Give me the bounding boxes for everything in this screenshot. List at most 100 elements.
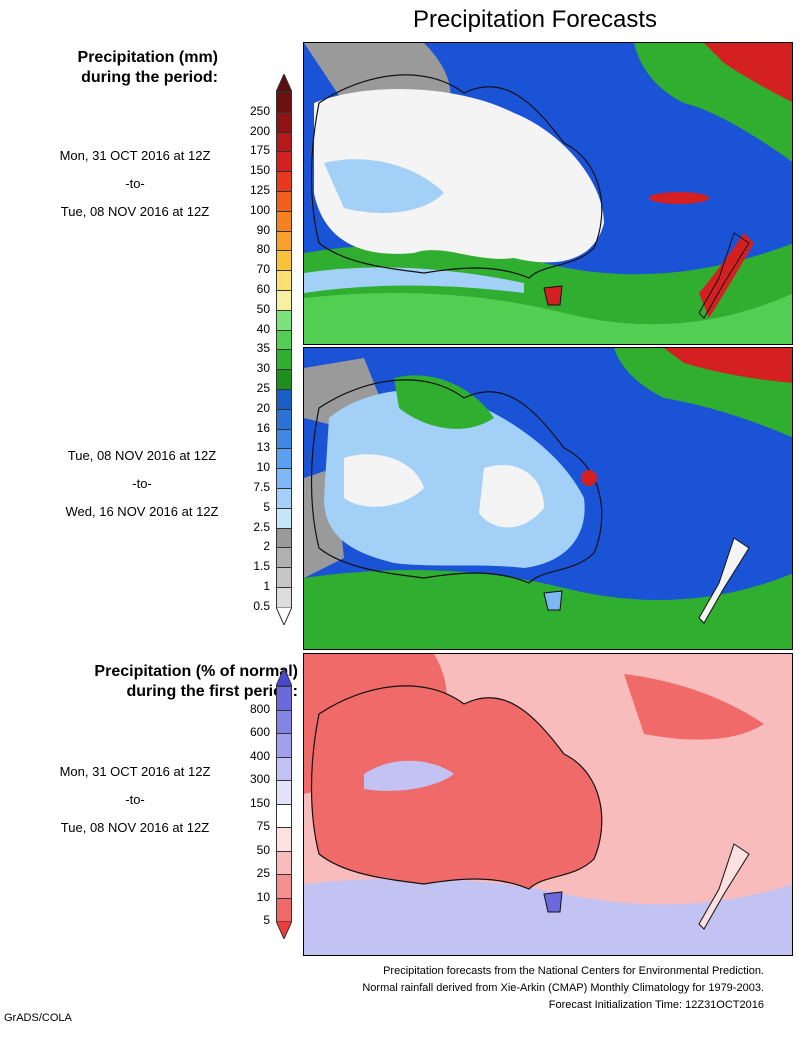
colorbar-mm-swatch: [276, 210, 292, 231]
period-3-end: Tue, 08 NOV 2016 at 12Z: [60, 820, 210, 835]
colorbar-pct-swatch: [276, 709, 292, 733]
map-period-1: [303, 42, 793, 345]
map-period-2: [303, 347, 793, 650]
footer-line-2: Normal rainfall derived from Xie-Arkin (…: [362, 982, 764, 994]
colorbar-mm-tick-label: 250: [249, 103, 270, 118]
legend-mm-heading-line1: Precipitation (mm): [77, 49, 218, 66]
period-1-dates: Mon, 31 OCT 2016 at 12Z -to- Tue, 08 NOV…: [0, 142, 270, 226]
colorbar-mm-swatch: [276, 329, 292, 350]
colorbar-pct-tick-label: 600: [249, 725, 270, 739]
colorbar-mm-tick-label: 1.5: [253, 559, 270, 574]
period-2-dates: Tue, 08 NOV 2016 at 12Z -to- Wed, 16 NOV…: [0, 442, 284, 526]
page-title: Precipitation Forecasts: [412, 6, 658, 33]
colorbar-mm-swatch: [276, 270, 292, 290]
colorbar-pct-cap-bottom: [276, 921, 292, 939]
colorbar-mm-tick-label: 175: [249, 143, 270, 158]
colorbar-mm-swatch: [276, 369, 292, 389]
colorbar-mm-tick-label: 60: [256, 282, 270, 296]
period-2-end: Wed, 16 NOV 2016 at 12Z: [65, 504, 219, 519]
period-1-end: Tue, 08 NOV 2016 at 12Z: [60, 204, 210, 219]
colorbar-mm-tick-label: 40: [256, 321, 270, 336]
colorbar-mm-swatch: [276, 349, 292, 370]
period-1-start: Mon, 31 OCT 2016 at 12Z: [59, 148, 211, 163]
colorbar-mm-tick-label: 50: [256, 301, 270, 316]
colorbar-pct-tick-label: 150: [249, 795, 270, 810]
colorbar-pct-tick-label: 800: [249, 701, 270, 716]
period-1-separator: -to-: [125, 176, 145, 191]
colorbar-mm-tick-label: 70: [256, 262, 270, 277]
legend-mm-heading: Precipitation (mm) during the period:: [0, 48, 218, 88]
colorbar-mm-tick-label: 25: [256, 381, 270, 395]
colorbar-mm-swatch: [276, 309, 292, 330]
colorbar-pct-swatch: [276, 780, 292, 804]
colorbar-pct-swatch: [276, 803, 292, 827]
colorbar-mm-tick-label: 2.5: [253, 519, 270, 534]
colorbar-pct-tick-label: 300: [249, 772, 270, 786]
colorbar-mm-swatch: [276, 151, 292, 172]
colorbar-pct-swatch: [276, 897, 292, 921]
period-3-dates: Mon, 31 OCT 2016 at 12Z -to- Tue, 08 NOV…: [0, 758, 270, 842]
colorbar-pct-swatch: [276, 733, 292, 757]
colorbar-pct-tick-label: 400: [249, 748, 270, 763]
period-3-start: Mon, 31 OCT 2016 at 12Z: [59, 764, 211, 779]
colorbar-mm-tick-label: 125: [249, 183, 270, 197]
footer-notes: Precipitation forecasts from the Nationa…: [300, 963, 764, 1014]
colorbar-mm-tick-label: 1: [263, 579, 270, 593]
colorbar-mm-cap-bottom: [276, 606, 292, 625]
colorbar-mm-tick-label: 100: [249, 202, 270, 217]
colorbar-mm-tick-label: 20: [256, 400, 270, 415]
period-2-separator: -to-: [132, 476, 152, 491]
colorbar-mm-swatch: [276, 230, 292, 251]
colorbar-mm-tick-label: 80: [256, 242, 270, 257]
colorbar-mm-tick-label: 2: [263, 539, 270, 554]
colorbar-mm-swatch: [276, 448, 292, 469]
colorbar-mm-swatch: [276, 567, 292, 587]
colorbar-pct-tick-label: 50: [256, 842, 270, 857]
colorbar-pct-swatch: [276, 874, 292, 898]
colorbar-mm-swatch: [276, 250, 292, 271]
colorbar-pct-swatch: [276, 850, 292, 874]
colorbar-pct-tick-label: 25: [256, 866, 270, 880]
colorbar-mm-swatch: [276, 428, 292, 449]
colorbar-mm-cap-top: [276, 74, 292, 92]
colorbar-mm-swatch: [276, 92, 292, 112]
legend-pct-heading: Precipitation (% of normal) during the f…: [0, 662, 298, 702]
colorbar-mm-swatch: [276, 468, 292, 488]
colorbar-mm-swatch: [276, 191, 292, 211]
colorbar-mm-swatch: [276, 290, 292, 310]
colorbar-mm-tick-label: 10: [256, 460, 270, 475]
colorbar-mm-swatch: [276, 389, 292, 409]
colorbar-mm-swatch: [276, 111, 292, 132]
colorbar-pct-swatch: [276, 686, 292, 710]
colorbar-pct-tick-label: 10: [256, 889, 270, 904]
colorbar-mm-swatch: [276, 171, 292, 191]
period-2-start: Tue, 08 NOV 2016 at 12Z: [67, 448, 217, 463]
colorbar-pct-tick-label: 5: [263, 913, 270, 927]
colorbar-mm-tick-label: 200: [249, 123, 270, 138]
colorbar-mm-swatch: [276, 587, 292, 607]
colorbar-mm-tick-label: 5: [263, 499, 270, 514]
legend-pct-heading-line2: during the first period:: [126, 683, 298, 700]
colorbar-pct-cap-top: [276, 668, 292, 686]
colorbar-pct-swatch: [276, 756, 292, 780]
map-pct-normal: [303, 653, 793, 956]
credit: GrADS/COLA: [4, 1012, 72, 1024]
colorbar-mm-tick-label: 30: [256, 361, 270, 376]
colorbar-mm-swatch: [276, 488, 292, 508]
colorbar-pct-swatch: [276, 827, 292, 851]
colorbar-mm-tick-label: 0.5: [253, 598, 270, 613]
colorbar-mm-swatch: [276, 527, 292, 548]
colorbar-mm-swatch: [276, 408, 292, 429]
legend-pct-heading-line1: Precipitation (% of normal): [94, 663, 298, 680]
colorbar-pct-tick-label: 75: [256, 819, 270, 833]
colorbar-mm-tick-label: 35: [256, 341, 270, 356]
footer-line-1: Precipitation forecasts from the Nationa…: [383, 965, 764, 977]
colorbar-mm-tick-label: 150: [249, 163, 270, 178]
colorbar-mm-tick-label: 16: [256, 420, 270, 435]
colorbar-mm-tick-label: 7.5: [253, 480, 270, 494]
footer-line-3: Forecast Initialization Time: 12Z31OCT20…: [548, 999, 764, 1011]
period-3-separator: -to-: [125, 792, 145, 807]
colorbar-mm-tick-label: 90: [256, 222, 270, 237]
colorbar-mm-tick-label: 13: [256, 440, 270, 455]
colorbar-mm-swatch: [276, 547, 292, 568]
